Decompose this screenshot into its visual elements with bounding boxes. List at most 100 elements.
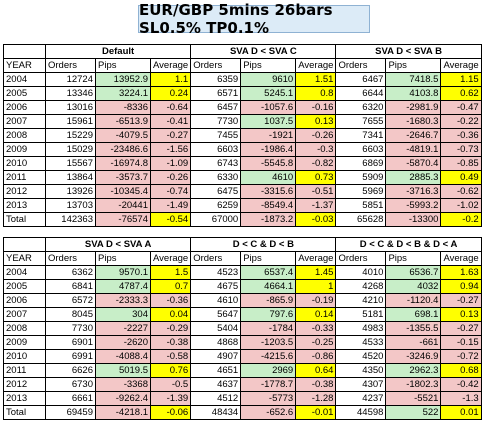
table-row: 2011 13864 -3573.7 -0.26 6330 4610 0.73 5909 288… [3, 170, 482, 185]
total-label: Total [3, 212, 46, 227]
pips-cell: 698.1 [385, 307, 442, 322]
average-cell: -1.56 [149, 142, 192, 157]
pips-cell: 304 [95, 307, 151, 322]
average-cell: -1.39 [149, 391, 192, 406]
orders-cell: 6743 [190, 156, 242, 171]
orders-cell: 15229 [45, 128, 96, 143]
pips-cell: -5993.2 [385, 198, 442, 213]
year-cell: 2010 [3, 349, 46, 364]
column-header-row: YEAR Orders Pips Average Orders Pips Average Or… [3, 58, 482, 73]
pips-cell: 6536.7 [385, 265, 442, 280]
orders-cell: 4907 [190, 349, 242, 364]
pips-cell: -2227 [95, 321, 151, 336]
header-blank [3, 44, 46, 59]
total-orders-cell: 65628 [335, 212, 387, 227]
average-header: Average [295, 58, 337, 73]
pips-cell: -8549.4 [240, 198, 297, 213]
pips-cell: 4610 [240, 170, 297, 185]
orders-cell: 7455 [190, 128, 242, 143]
average-cell: -0.74 [149, 184, 192, 199]
pips-cell: 2962.3 [385, 363, 442, 378]
pips-cell: 9610 [240, 72, 297, 87]
orders-cell: 6359 [190, 72, 242, 87]
orders-cell: 5969 [335, 184, 387, 199]
group-header: D < C & D < B & D < A [335, 237, 482, 252]
total-pips-cell: -13300 [385, 212, 442, 227]
pips-cell: -9262.4 [95, 391, 151, 406]
orders-cell: 4637 [190, 377, 242, 392]
pips-cell: 2969 [240, 363, 297, 378]
average-cell: -0.25 [295, 335, 337, 350]
table-row: 2007 15961 -6513.9 -0.41 7730 1037.5 0.13 7655-… [3, 114, 482, 129]
pips-cell: -4088.4 [95, 349, 151, 364]
orders-cell: 6571 [190, 86, 242, 101]
table-row: 2013 6661 -9262.4 -1.39 4512 -5773 -1.28 4237 -5… [3, 391, 482, 406]
average-cell: 0.13 [440, 307, 482, 322]
average-cell: -0.29 [149, 321, 192, 336]
average-header: Average [149, 251, 192, 266]
pips-cell: 5245.1 [240, 86, 297, 101]
pips-cell: -1778.7 [240, 377, 297, 392]
pips-cell: -1784 [240, 321, 297, 336]
pips-cell: -6513.9 [95, 114, 151, 129]
year-cell: 2013 [3, 198, 46, 213]
average-cell: 0.94 [440, 279, 482, 294]
pips-header: Pips [240, 58, 297, 73]
average-cell: -0.36 [149, 293, 192, 308]
pips-cell: -2333.3 [95, 293, 151, 308]
orders-cell: 6991 [45, 349, 96, 364]
average-cell: -0.51 [295, 184, 337, 199]
orders-cell: 4523 [190, 265, 242, 280]
pips-cell: 6537.4 [240, 265, 297, 280]
average-cell: 0.62 [440, 86, 482, 101]
table-row: 2011 6626 5019.5 0.76 4651 2969 0.64 4350 2962.3… [3, 363, 482, 378]
pips-cell: -2620 [95, 335, 151, 350]
orders-cell: 15961 [45, 114, 96, 129]
pips-cell: -1921 [240, 128, 297, 143]
pips-cell: -3368 [95, 377, 151, 392]
orders-cell: 6841 [45, 279, 96, 294]
pips-cell: -4819.1 [385, 142, 442, 157]
orders-header: Orders [190, 251, 242, 266]
year-cell: 2004 [3, 265, 46, 280]
pips-cell: -3246.9 [385, 349, 442, 364]
average-cell: -0.58 [149, 349, 192, 364]
year-cell: 2007 [3, 307, 46, 322]
table-row: 2009 6901 -2620 -0.38 4868 -1203.5 -0.25 4533 -6… [3, 335, 482, 350]
orders-cell: 6603 [190, 142, 242, 157]
average-cell: 0.7 [149, 279, 192, 294]
average-cell: -0.26 [149, 170, 192, 185]
pips-cell: 5019.5 [95, 363, 151, 378]
table-row: 2007 8045 304 0.04 5647 797.6 0.14 5181 698.1 0.1… [3, 307, 482, 322]
total-orders-cell: 142363 [45, 212, 96, 227]
average-cell: 0.68 [440, 363, 482, 378]
table-row: 2009 15029 -23486.6 -1.56 6603 -1986.4 -0.3 660… [3, 142, 482, 157]
table-row: 2013 13703 -20441 -1.49 6259 -8549.4 -1.37 5851… [3, 198, 482, 213]
average-cell: -0.16 [295, 100, 337, 115]
orders-cell: 6475 [190, 184, 242, 199]
average-cell: 1.63 [440, 265, 482, 280]
pips-cell: -5521 [385, 391, 442, 406]
average-cell: 0.8 [295, 86, 337, 101]
year-cell: 2011 [3, 363, 46, 378]
orders-header: Orders [45, 251, 96, 266]
total-orders-cell: 44598 [335, 405, 387, 420]
year-cell: 2010 [3, 156, 46, 171]
pips-header: Pips [95, 251, 151, 266]
orders-header: Orders [190, 58, 242, 73]
column-header-row: YEAR Orders Pips Average Orders Pips Average Or… [3, 251, 482, 266]
orders-cell: 6362 [45, 265, 96, 280]
orders-cell: 6730 [45, 377, 96, 392]
orders-cell: 4237 [335, 391, 387, 406]
orders-cell: 8045 [45, 307, 96, 322]
average-cell: -0.82 [295, 156, 337, 171]
pips-cell: -1355.5 [385, 321, 442, 336]
pips-cell: -2981.9 [385, 100, 442, 115]
average-cell: -1.49 [149, 198, 192, 213]
total-row: Total 142363 -76574 -0.54 67000 -1873.2 -0.03 6… [3, 212, 482, 227]
pips-cell: -3716.3 [385, 184, 442, 199]
average-cell: -1.02 [440, 198, 482, 213]
average-cell: -0.42 [440, 377, 482, 392]
orders-cell: 4520 [335, 349, 387, 364]
